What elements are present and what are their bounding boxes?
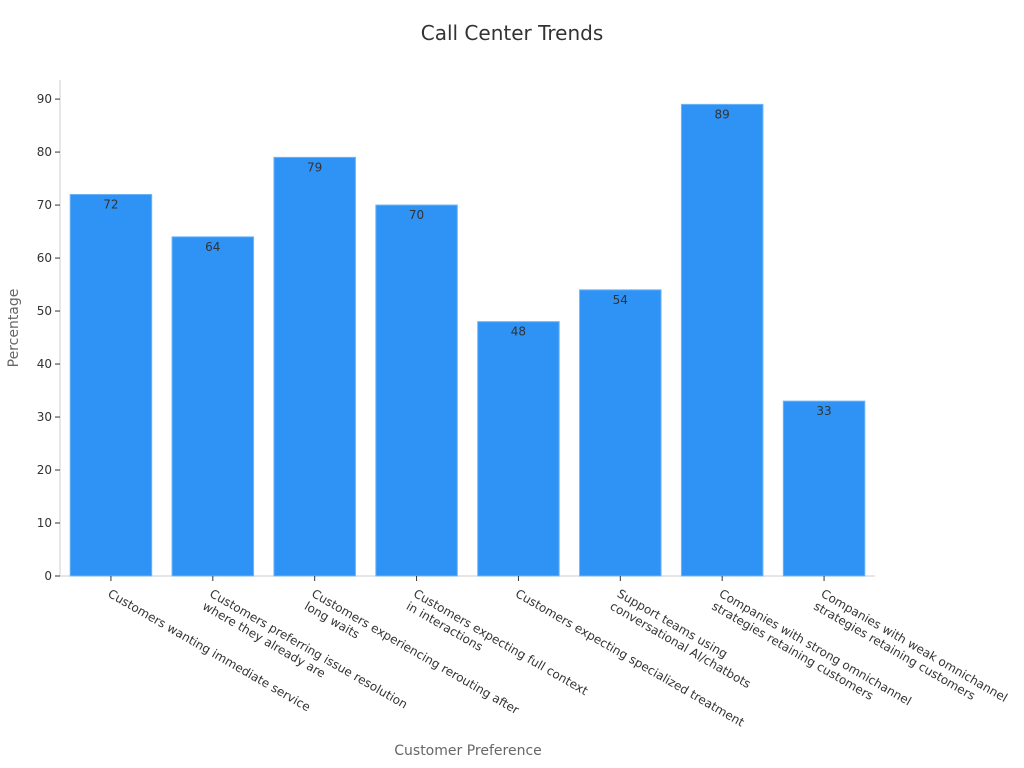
value-label: 48 <box>511 325 526 339</box>
y-tick-label: 20 <box>37 463 52 477</box>
x-tick-label: Companies with strong omnichannelstrateg… <box>709 586 913 720</box>
bar <box>273 156 356 577</box>
bar <box>680 103 764 577</box>
y-tick-label: 0 <box>44 569 52 583</box>
value-label: 89 <box>715 107 730 121</box>
bar <box>171 236 255 577</box>
bar <box>579 289 662 577</box>
y-tick-label: 40 <box>37 357 52 371</box>
bar <box>782 400 866 577</box>
value-label: 54 <box>613 293 628 307</box>
value-label: 70 <box>409 208 424 222</box>
y-tick-label: 50 <box>37 304 52 318</box>
y-tick-label: 80 <box>37 145 52 159</box>
chart-title: Call Center Trends <box>421 21 604 45</box>
y-axis-title: Percentage <box>6 289 22 368</box>
bar <box>477 321 560 577</box>
bar <box>69 193 153 577</box>
bar <box>375 204 458 577</box>
y-tick-label: 70 <box>37 198 52 212</box>
value-label: 72 <box>103 197 118 211</box>
y-tick-label: 10 <box>37 516 52 530</box>
y-tick-label: 90 <box>37 92 52 106</box>
x-axis-title: Customer Preference <box>394 743 542 759</box>
value-label: 64 <box>205 240 220 254</box>
value-label: 33 <box>816 404 831 418</box>
value-label: 79 <box>307 160 322 174</box>
y-tick-label: 60 <box>37 251 52 265</box>
y-tick-label: 30 <box>37 410 52 424</box>
